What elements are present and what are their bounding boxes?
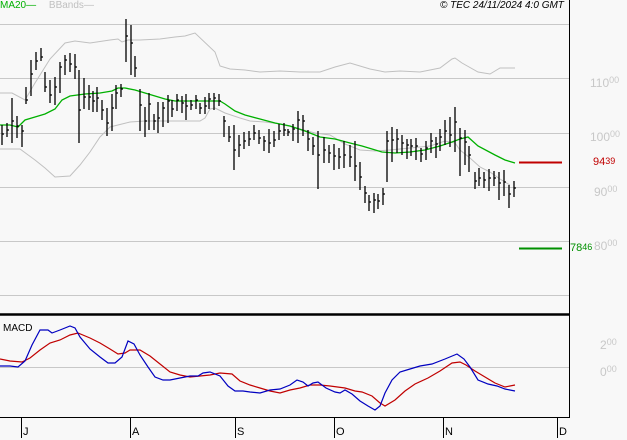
x-label-jul: J xyxy=(23,426,29,438)
axis-int: 80 xyxy=(594,239,608,253)
axis-dec: 00 xyxy=(606,364,617,374)
legend-bbands-label: BBands xyxy=(48,0,84,11)
axis-dec: 00 xyxy=(607,184,618,194)
price-gridlines xyxy=(0,24,569,296)
chart-legend: MA20— BBands— xyxy=(0,0,94,12)
price-axis-label: 11000 xyxy=(590,75,620,90)
x-label-aug: A xyxy=(132,426,140,438)
axis-dec: 00 xyxy=(607,238,618,248)
level-int: 78 xyxy=(570,242,583,254)
macd-label: MACD xyxy=(3,323,33,334)
bb-lower-line xyxy=(0,107,511,186)
axis-int: 0 xyxy=(600,365,607,379)
ma20-line xyxy=(0,87,516,164)
level-int: 94 xyxy=(593,156,606,168)
price-bars xyxy=(1,19,516,213)
support-label: 7846 xyxy=(570,242,592,254)
level-dec: 39 xyxy=(605,156,616,166)
axis-int: 2 xyxy=(600,338,607,352)
macd-signal-line xyxy=(0,332,516,407)
x-label-dec: D xyxy=(559,426,567,438)
axis-int: 110 xyxy=(590,76,610,90)
macd-line xyxy=(0,325,516,411)
axis-dec: 00 xyxy=(609,75,620,85)
bb-upper-line xyxy=(0,32,515,101)
x-ticks xyxy=(21,418,558,438)
macd-axis-label: 200 xyxy=(600,337,617,352)
axis-dec: 00 xyxy=(610,129,621,139)
legend-ma20-label: MA20 xyxy=(0,0,27,11)
x-label-oct: O xyxy=(336,426,345,438)
macd-axis-label: 000 xyxy=(600,364,617,379)
resistance-label: 9439 xyxy=(593,156,615,168)
axis-int: 90 xyxy=(594,185,608,199)
chart-credit: © TEC 24/11/2024 4:0 GMT xyxy=(440,0,564,11)
price-axis-label: 10000 xyxy=(590,129,621,144)
x-label-nov: N xyxy=(445,426,453,438)
bollinger-bands xyxy=(0,32,515,186)
legend-bbands: BBands— xyxy=(48,0,94,11)
legend-ma20: MA20— xyxy=(0,0,37,11)
price-axis-label: 8000 xyxy=(594,238,618,253)
axis-dec: 00 xyxy=(606,337,617,347)
axis-int: 100 xyxy=(590,130,611,144)
price-axis-label: 9000 xyxy=(594,184,618,199)
x-label-sep: S xyxy=(237,426,245,438)
level-dec: 46 xyxy=(582,242,593,252)
